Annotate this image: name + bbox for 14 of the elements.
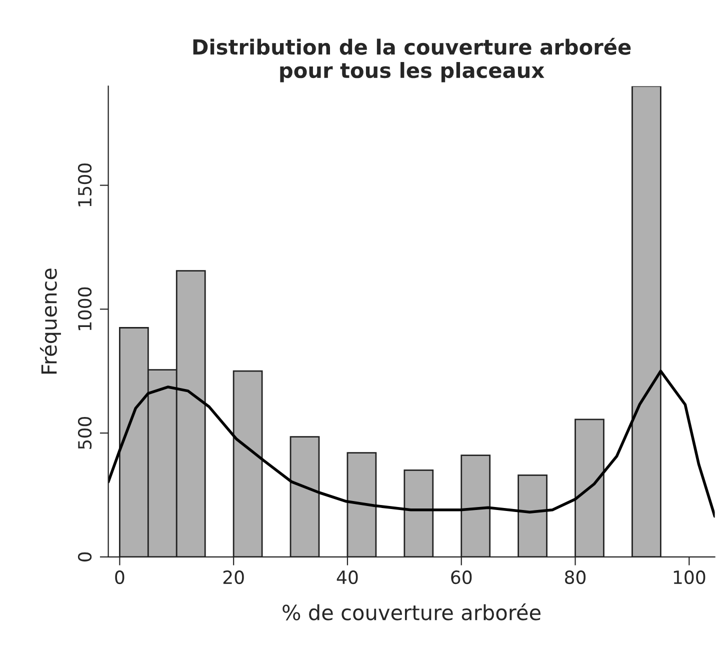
x-tick-label: 60 [451,570,472,584]
x-tick-label: 0 [115,570,124,584]
x-tick-label: 40 [336,570,358,584]
x-tick-label: 100 [674,570,706,584]
y-tick-label: 500 [78,417,92,449]
y-tick-label: 1500 [78,164,92,206]
y-axis-title: Fréquence [40,268,61,374]
x-axis-title: % de couverture arborée [282,603,540,620]
y-tick-label: 1000 [78,287,92,330]
x-tick-label: 80 [565,570,586,584]
line-series [108,370,715,518]
y-tick-label: 0 [78,552,92,562]
x-tick-label: 20 [223,570,244,584]
chart-title: Distribution de la couverture arborée pour tous les placeaux [193,38,631,82]
